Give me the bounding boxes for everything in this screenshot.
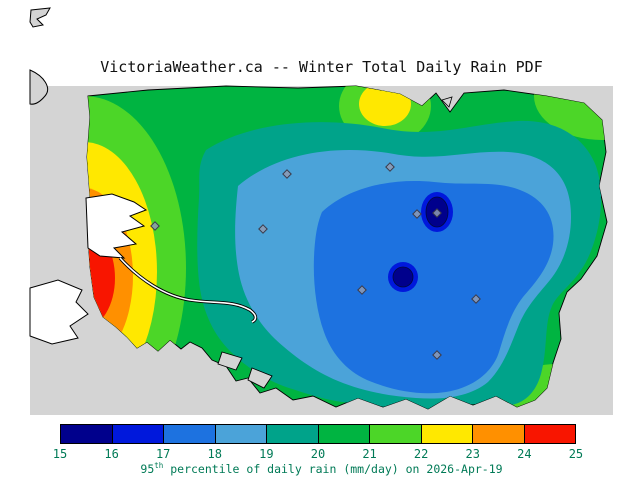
station-marker (432, 350, 442, 360)
colorbar-segment (420, 425, 472, 443)
colorbar-ticks: 15 16 17 18 19 20 21 22 23 24 25 (51, 447, 585, 461)
colorbar-tick-label: 16 (104, 447, 119, 461)
station-marker (471, 294, 481, 304)
colorbar-tick-label: 15 (52, 447, 68, 461)
colorbar-caption: 95th percentile of daily rain (mm/day) o… (30, 461, 613, 476)
colorbar-tick-label: 24 (517, 447, 532, 461)
island-top-left (29, 7, 51, 28)
lagoon-2 (247, 367, 273, 389)
colorbar-segment (163, 425, 215, 443)
station-marker (150, 221, 160, 231)
colorbar-segment (61, 425, 112, 443)
channel-water (119, 257, 257, 323)
caption-superscript: th (154, 461, 164, 470)
station-marker (282, 169, 292, 179)
station-marker (432, 208, 442, 218)
station-marker (412, 209, 422, 219)
station-marker (357, 285, 367, 295)
colorbar-segment (266, 425, 318, 443)
colorbar-segment (214, 425, 266, 443)
colorbar (60, 424, 576, 444)
colorbar-tick-label: 23 (465, 447, 480, 461)
lagoon-1 (217, 351, 243, 371)
colorbar-tick-label: 18 (207, 447, 222, 461)
coastline-left-bump (29, 69, 49, 105)
sea-top-band (30, 8, 613, 86)
colorbar-tick-label: 25 (568, 447, 584, 461)
contour-band-17-18 (313, 181, 554, 394)
colorbar-tick-label: 17 (155, 447, 171, 461)
colorbar-segment (111, 425, 163, 443)
sea-southwest (29, 279, 89, 345)
colorbar-segment (317, 425, 369, 443)
colorbar-segment (472, 425, 524, 443)
station-marker (385, 162, 395, 172)
colorbar-tick-label: 22 (413, 447, 429, 461)
inlet-saanich (85, 193, 148, 259)
page-title: VictoriaWeather.ca -- Winter Total Daily… (100, 58, 543, 76)
caption-rest: percentile of daily rain (mm/day) on 202… (163, 461, 503, 476)
colorbar-tick-label: 21 (362, 447, 377, 461)
station-markers (150, 162, 481, 360)
station-marker (258, 224, 268, 234)
colorbar-tick-label: 19 (259, 447, 274, 461)
colorbar-segment (523, 425, 575, 443)
islet-north (441, 96, 453, 108)
contour-band-15-16-min (392, 266, 414, 288)
colorbar-segment (369, 425, 421, 443)
colorbar-tick-label: 20 (310, 447, 326, 461)
caption-prefix: 95 (140, 461, 155, 476)
